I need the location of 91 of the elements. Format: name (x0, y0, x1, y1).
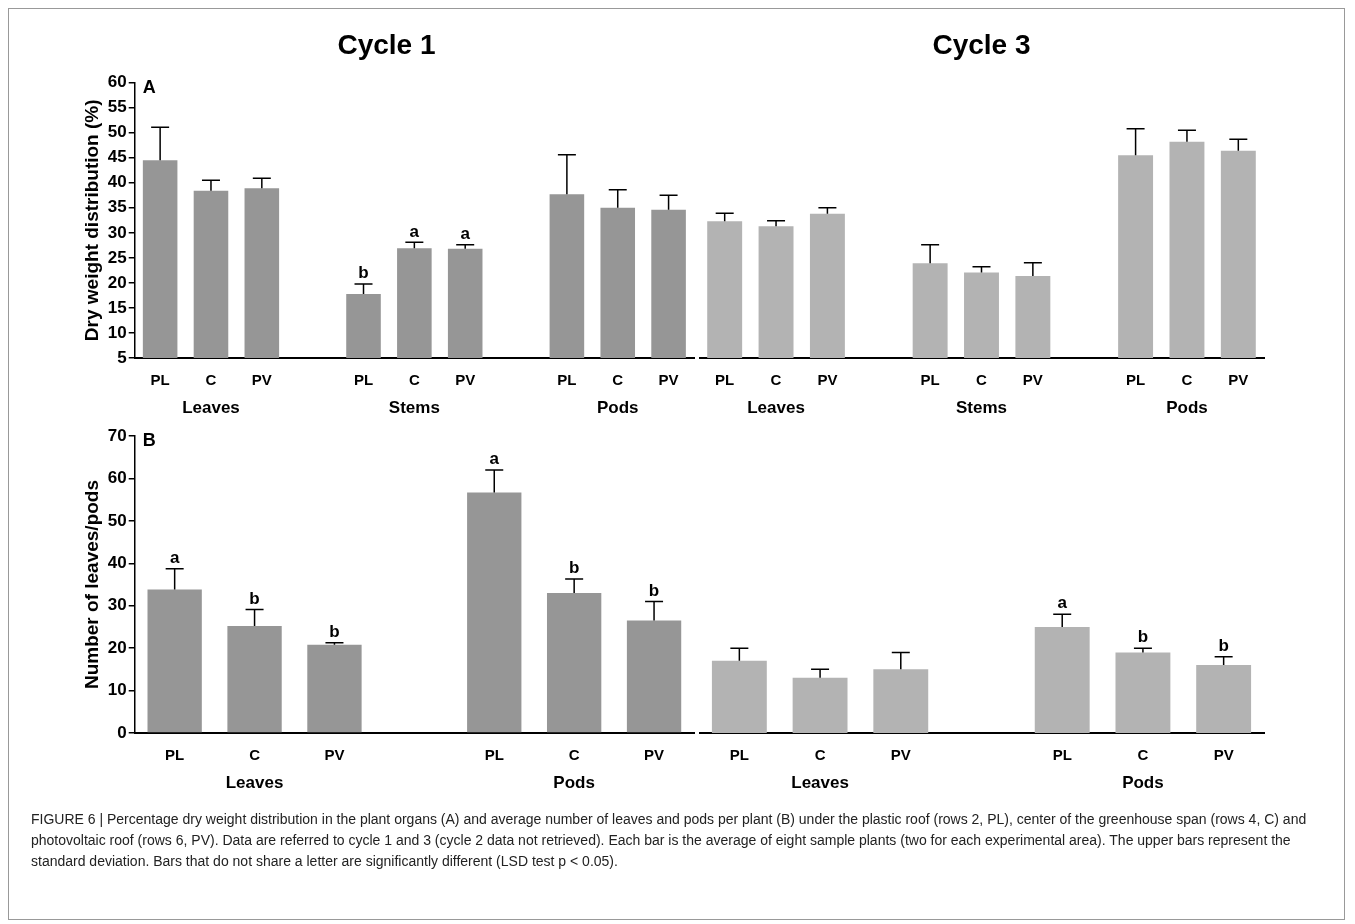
bar (227, 626, 282, 733)
y-tick-label: 55 (107, 97, 127, 117)
data-label: b (329, 621, 340, 641)
x-tick-label: PV (1022, 371, 1043, 389)
data-label: a (460, 224, 471, 244)
text: Leaves (747, 398, 805, 418)
bar (467, 492, 522, 733)
x-tick-label: C (1181, 371, 1193, 389)
y-tick-label: 35 (107, 197, 127, 217)
data-label: b (568, 558, 580, 578)
bar (1115, 652, 1171, 733)
x-tick-label: PV (890, 746, 911, 764)
bar (147, 589, 202, 733)
y-tick-label: 5 (117, 347, 127, 367)
text: Pods (1166, 398, 1208, 418)
x-tick-label: PV (1228, 371, 1249, 389)
bar (1196, 665, 1252, 733)
y-tick-label: 70 (107, 425, 127, 445)
bar (711, 660, 767, 733)
y-tick-label: 45 (107, 147, 127, 167)
y-tick-label: 10 (107, 680, 127, 700)
data-label: a (409, 221, 420, 241)
y-tick-label: 0 (117, 722, 127, 742)
y-axis-title: Number of leaves/pods (80, 479, 102, 690)
text: Stems (955, 398, 1008, 418)
x-tick-label: C (976, 371, 988, 389)
text: Stems (388, 398, 440, 418)
x-tick-label: C (770, 371, 782, 389)
x-tick-label: PL (557, 371, 577, 389)
x-tick-label: PL (1052, 746, 1072, 764)
y-tick-label: 60 (107, 468, 127, 488)
x-tick-label: C (814, 746, 826, 764)
x-tick-label: PL (920, 371, 940, 389)
bar (546, 592, 602, 733)
chart-title: Cycle 3 (932, 28, 1031, 60)
x-tick-label: C (205, 371, 217, 389)
y-axis-title: Dry weight distribution (%) (80, 99, 102, 342)
y-tick-label: 20 (107, 272, 127, 292)
x-tick-label: C (568, 746, 580, 764)
x-tick-label: PL (165, 746, 185, 764)
y-tick-label: 40 (107, 552, 127, 572)
x-tick-label: C (408, 371, 420, 389)
text: Pods (596, 398, 639, 418)
y-tick-label: 50 (107, 122, 127, 142)
x-tick-label: PL (150, 371, 170, 389)
bar (792, 677, 848, 733)
x-tick-label: PL (1126, 371, 1146, 389)
chart-title: Cycle 1 (337, 28, 436, 60)
text: Leaves (791, 773, 849, 793)
x-tick-label: C (249, 746, 261, 764)
y-tick-label: 15 (107, 297, 127, 317)
text: Pods (1122, 773, 1164, 793)
data-label: b (249, 588, 260, 608)
x-tick-label: PL (715, 371, 735, 389)
x-tick-label: PV (644, 746, 665, 764)
x-tick-label: PL (353, 371, 374, 389)
caption: FIGURE 6 | Percentage dry weight distribution in the plant organs (A) and average number of leaves and pods per plant (B) under the plastic roof (rows 2, PL), center of the greenhouse span (rows 4, C) and photovoltaic roof (rows 6, PV). Data are referred to cycle 1 and 3 (cycle 2 data not retrieved). Each bar is the average of eight sample plants (two for each experimental area). The upper bars represent the standard deviation. Bars that do not share a letter are significantly different (LSD test p < 0.05). (31, 810, 1308, 871)
y-tick-label: 60 (107, 72, 127, 92)
x-tick-label: PV (324, 746, 345, 764)
y-tick-label: 50 (107, 510, 127, 530)
y-tick-label: 30 (107, 222, 127, 242)
text: Leaves (182, 398, 240, 418)
x-tick-label: PV (658, 371, 679, 389)
x-tick-label: C (1137, 746, 1149, 764)
chart-subtitle: B (142, 429, 156, 450)
y-tick-label: 20 (107, 637, 127, 657)
chart-subtitle: A (142, 76, 156, 97)
x-tick-label: C (612, 371, 624, 389)
text: Leaves (225, 773, 284, 793)
y-tick-label: 30 (107, 595, 127, 615)
y-tick-label: 10 (107, 322, 127, 342)
y-tick-label: 25 (107, 247, 127, 267)
bar (307, 644, 362, 733)
data-label: a (169, 547, 180, 567)
y-tick-label: 40 (107, 172, 127, 192)
data-label: a (489, 449, 500, 469)
x-tick-label: PV (817, 371, 838, 389)
data-label: b (648, 580, 660, 600)
bar (873, 669, 929, 733)
data-label: b (1137, 627, 1149, 647)
data-label: b (358, 263, 369, 283)
data-label: b (1218, 635, 1229, 655)
bar (626, 620, 682, 733)
data-label: a (1057, 593, 1068, 613)
x-tick-label: PV (251, 371, 272, 389)
x-tick-label: PV (455, 371, 476, 389)
bar (1034, 626, 1090, 733)
text: Pods (553, 773, 595, 793)
x-tick-label: PL (729, 746, 749, 764)
x-tick-label: PL (484, 746, 504, 764)
x-tick-label: PV (1213, 746, 1234, 764)
